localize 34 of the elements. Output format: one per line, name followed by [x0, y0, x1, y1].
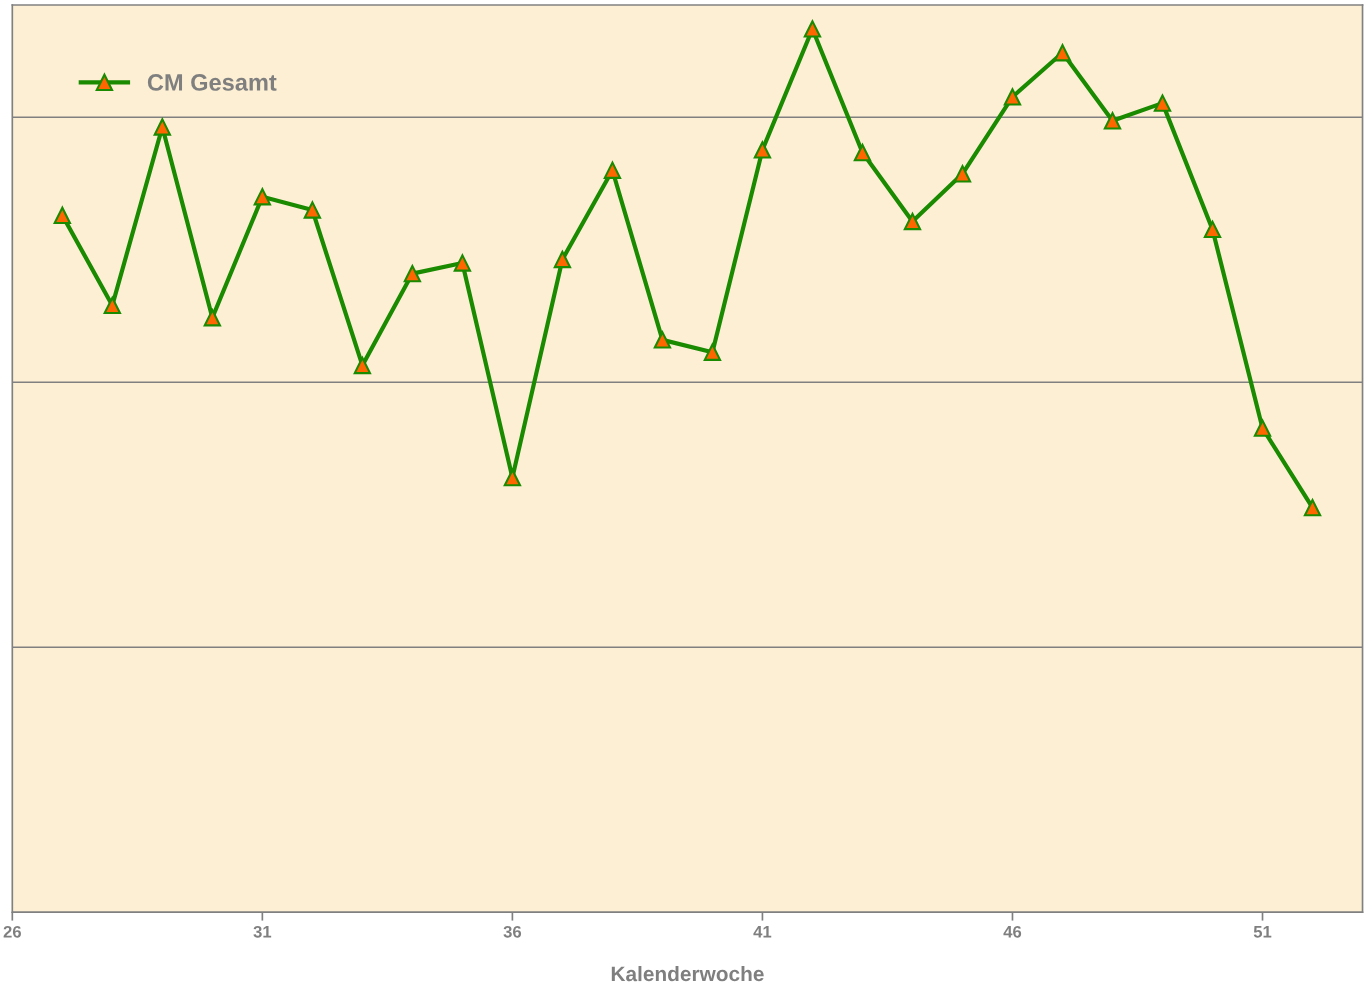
- point: [1053, 44, 1072, 62]
- point: [1103, 112, 1122, 130]
- point: [503, 468, 522, 487]
- point: [753, 141, 772, 159]
- x-tick-label: 41: [753, 926, 772, 938]
- x-tick-label: 26: [3, 925, 21, 938]
- x-tick-label: 46: [1003, 925, 1022, 938]
- point: [1203, 220, 1222, 239]
- point: [1003, 88, 1022, 106]
- point: [953, 165, 972, 183]
- point: [853, 143, 872, 162]
- point: [603, 161, 622, 179]
- point: [903, 212, 922, 231]
- x-tick-label: 51: [1253, 926, 1272, 938]
- point: [203, 309, 222, 327]
- point: [53, 206, 71, 224]
- point: [553, 250, 572, 269]
- x-axis-title: Kalenderwoche: [611, 965, 764, 982]
- point: [303, 201, 322, 219]
- point: [153, 118, 172, 136]
- point: [403, 264, 422, 283]
- x-tick-label: 31: [253, 925, 272, 938]
- point: [653, 331, 672, 349]
- point: [353, 356, 372, 375]
- point: [103, 296, 122, 315]
- point: [703, 343, 722, 361]
- legend-label: CM Gesamt: [147, 74, 277, 91]
- point: [453, 254, 472, 272]
- point: [1253, 419, 1272, 437]
- point: [253, 188, 272, 206]
- point: [1153, 94, 1172, 112]
- point: [803, 20, 822, 38]
- point: [1303, 499, 1322, 517]
- x-tick-label: 36: [503, 925, 522, 938]
